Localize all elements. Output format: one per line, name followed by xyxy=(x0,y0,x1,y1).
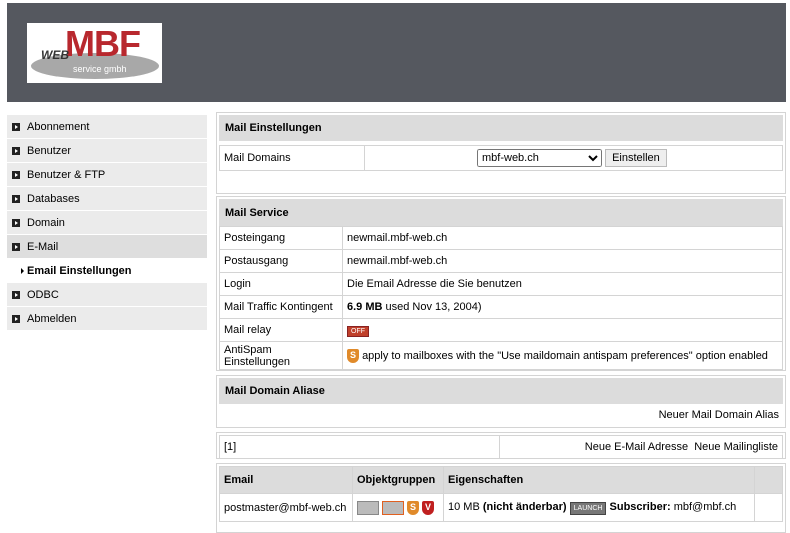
bullet-icon xyxy=(12,242,20,251)
sidebar-item-abmelden[interactable]: Abmelden xyxy=(7,307,207,331)
antispam-icon[interactable]: S xyxy=(407,500,419,515)
sidebar-item-benutzer[interactable]: Benutzer xyxy=(7,139,207,163)
outgoing-server: newmail.mbf-web.ch xyxy=(342,249,783,273)
einstellen-button[interactable]: Einstellen xyxy=(605,149,667,167)
section-title: Mail Service xyxy=(219,199,783,226)
sidebar-item-abonnement[interactable]: Abonnement xyxy=(7,115,207,139)
pager-panel: [1] Neue E-Mail Adresse Neue Mailinglist… xyxy=(216,432,786,459)
bullet-icon xyxy=(12,290,20,299)
forward-icon[interactable] xyxy=(382,500,404,515)
bullet-icon xyxy=(12,194,20,203)
page-number[interactable]: [1] xyxy=(219,435,500,459)
launch-button[interactable]: LAUNCH xyxy=(569,501,607,515)
header-banner: MBF WEB service gmbh xyxy=(7,3,786,102)
sidebar-item-databases[interactable]: Databases xyxy=(7,187,207,211)
sidebar-item-benutzer-ftp[interactable]: Benutzer & FTP xyxy=(7,163,207,187)
bullet-icon xyxy=(12,314,20,323)
table-row: postmaster@mbf-web.ch S V 10 MB (nicht ä… xyxy=(219,493,783,522)
mail-service-panel: Mail Service Posteingang newmail.mbf-web.… xyxy=(216,196,786,371)
arrow-right-icon xyxy=(21,267,24,274)
logo: MBF WEB service gmbh xyxy=(27,23,162,83)
sidebar-item-domain[interactable]: Domain xyxy=(7,211,207,235)
new-alias-link[interactable]: Neuer Mail Domain Alias xyxy=(658,409,779,421)
new-mailinglist-link[interactable]: Neue Mailingliste xyxy=(694,441,778,453)
mail-domain-select[interactable]: mbf-web.ch xyxy=(477,149,602,167)
mail-settings-panel: Mail Einstellungen Mail Domains mbf-web.… xyxy=(216,112,786,194)
section-title: Mail Einstellungen xyxy=(219,115,783,141)
email-table: Email Objektgruppen Eigenschaften postma… xyxy=(216,463,786,533)
sidebar-item-odbc[interactable]: ODBC xyxy=(7,283,207,307)
mail-relay-toggle[interactable]: OFF xyxy=(347,325,369,337)
new-email-link[interactable]: Neue E-Mail Adresse xyxy=(584,441,689,453)
email-link[interactable]: postmaster@mbf-web.ch xyxy=(219,493,353,522)
mail-domain-alias-panel: Mail Domain Aliase Neuer Mail Domain Ali… xyxy=(216,375,786,428)
antispam-icon[interactable]: S xyxy=(347,348,359,363)
sidebar: Abonnement Benutzer Benutzer & FTP Datab… xyxy=(7,115,207,331)
sidebar-item-email-einstellungen[interactable]: Email Einstellungen xyxy=(7,259,207,283)
bullet-icon xyxy=(12,122,20,131)
mailbox-icon[interactable] xyxy=(357,500,379,515)
incoming-server: newmail.mbf-web.ch xyxy=(342,226,783,250)
bullet-icon xyxy=(12,218,20,227)
bullet-icon xyxy=(12,146,20,155)
bullet-icon xyxy=(12,170,20,179)
sidebar-item-email[interactable]: E-Mail xyxy=(7,235,207,259)
mail-domains-label: Mail Domains xyxy=(219,145,365,171)
antivirus-icon[interactable]: V xyxy=(422,500,435,515)
section-title: Mail Domain Aliase xyxy=(219,378,783,404)
